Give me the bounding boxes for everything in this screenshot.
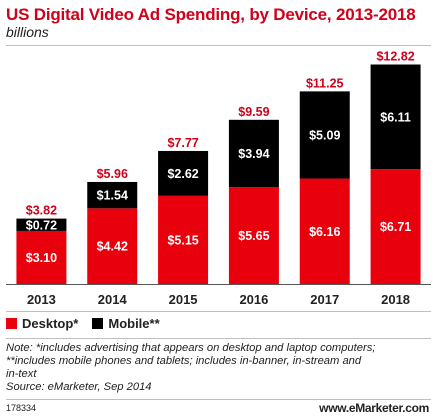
note-top-rule	[6, 338, 431, 339]
x-tick-label-2014: 2014	[98, 292, 128, 307]
data-label-mobile-2017: $5.09	[309, 128, 340, 142]
bar-desktop-2015	[158, 195, 209, 284]
legend-item-mobile: Mobile**	[92, 316, 160, 331]
footer: 178334 www.eMarketer.com	[6, 401, 431, 415]
data-label-desktop-2015: $5.15	[167, 233, 198, 247]
legend-label-mobile: Mobile**	[108, 316, 160, 331]
data-label-mobile-2014: $1.54	[97, 189, 128, 203]
footer-rule	[6, 399, 431, 400]
bar-desktop-2017	[299, 178, 350, 284]
data-label-desktop-2014: $4.42	[97, 240, 128, 254]
legend-label-desktop: Desktop*	[22, 316, 79, 331]
bar-desktop-2016	[228, 187, 279, 284]
total-label-2014: $5.96	[97, 167, 128, 181]
data-label-desktop-2016: $5.65	[238, 229, 269, 243]
x-tick-label-2015: 2015	[169, 292, 198, 307]
legend-item-desktop: Desktop*	[6, 316, 78, 331]
chart-title: US Digital Video Ad Spending, by Device,…	[6, 5, 416, 24]
bar-desktop-2013	[16, 230, 67, 284]
total-label-2016: $9.59	[238, 105, 269, 119]
x-tick-label-2017: 2017	[310, 292, 339, 307]
x-tick-label-2016: 2016	[239, 292, 268, 307]
stacked-bar-chart: $3.10 $0.72$3.82 2013 $4.42 $1.54 $5.96 2014 $5…	[6, 50, 431, 307]
legend-swatch-mobile	[92, 318, 104, 329]
note: Note: *includes advertising that appears…	[6, 342, 432, 394]
chart-subtitle: billions	[6, 24, 49, 40]
bar-desktop-2014	[87, 208, 138, 284]
data-label-mobile-2016: $3.94	[238, 147, 269, 161]
bar-mobile-2013	[16, 218, 67, 231]
data-label-desktop-2013: $3.10	[26, 251, 57, 265]
data-label-mobile-2013: $0.72	[26, 218, 57, 232]
bar-mobile-2014	[87, 181, 138, 209]
total-label-2013: $3.82	[26, 204, 57, 218]
note-line-1: Note: *includes advertising that appears…	[6, 342, 376, 354]
data-label-mobile-2015: $2.62	[167, 167, 198, 181]
bar-desktop-2018	[370, 169, 421, 284]
data-label-desktop-2017: $6.16	[309, 225, 340, 239]
bar-mobile-2015	[158, 150, 209, 196]
total-label-2015: $7.77	[167, 136, 198, 150]
total-label-2017: $11.25	[306, 76, 344, 90]
note-line-3: in-text	[6, 368, 37, 380]
brand-link[interactable]: www.eMarketer.com	[319, 401, 429, 415]
x-tick-label-2013: 2013	[27, 292, 56, 307]
top-rule	[6, 45, 431, 46]
note-line-2: **includes mobile phones and tablets; in…	[6, 355, 362, 367]
data-label-mobile-2018: $6.11	[380, 110, 411, 124]
source-line: Source: eMarketer, Sep 2014	[6, 381, 152, 393]
bar-mobile-2018	[370, 64, 421, 170]
x-tick-label-2018: 2018	[381, 292, 410, 307]
data-label-desktop-2018: $6.71	[380, 220, 411, 234]
chart-id: 178334	[6, 403, 37, 413]
legend-top-rule	[6, 311, 431, 312]
legend-swatch-desktop	[6, 318, 17, 329]
bar-mobile-2017	[299, 91, 350, 179]
legend: Desktop* Mobile**	[6, 316, 174, 331]
total-label-2018: $12.82	[376, 50, 414, 64]
bar-mobile-2016	[228, 119, 279, 188]
